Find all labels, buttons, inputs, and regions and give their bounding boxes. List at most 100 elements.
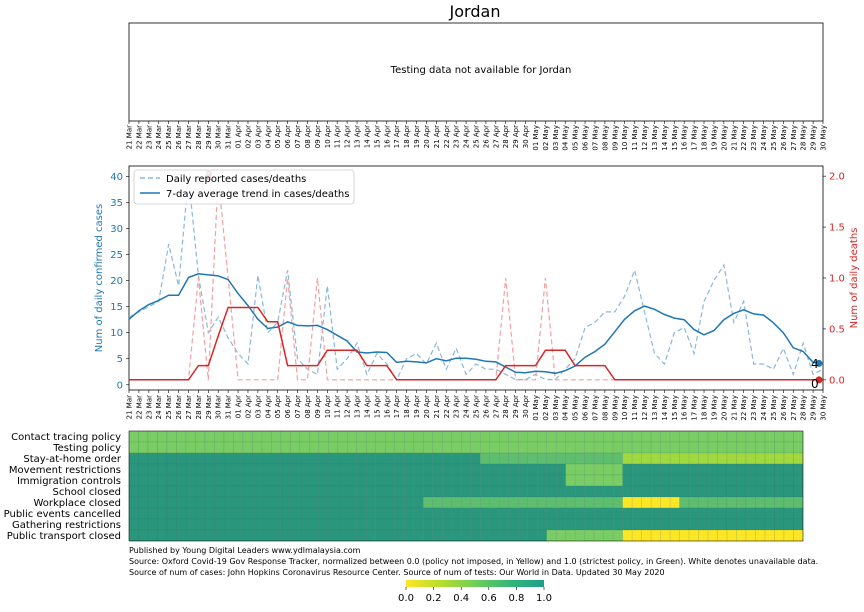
heatmap-cell	[518, 485, 528, 498]
top-date-label: 08 May	[601, 125, 609, 151]
heatmap-cell	[774, 496, 785, 509]
heatmap-cell	[442, 485, 452, 498]
bottom-date-label: 16 Apr	[383, 395, 391, 418]
heatmap-cell	[584, 452, 595, 465]
heatmap-cell	[612, 463, 623, 476]
top-date-label: 11 Apr	[334, 125, 342, 148]
heatmap-cell	[631, 507, 642, 520]
heatmap-cell	[328, 452, 339, 465]
heatmap-cell	[176, 518, 187, 531]
heatmap-cell	[669, 430, 680, 443]
heatmap-cell	[688, 474, 699, 487]
heatmap-cell	[290, 518, 301, 531]
heatmap-cell	[166, 430, 177, 443]
heatmap-cell	[555, 496, 566, 509]
heatmap-cell	[546, 496, 557, 509]
heatmap-cell	[489, 452, 500, 465]
cases-end-marker	[815, 359, 823, 367]
bottom-date-label: 20 Apr	[423, 395, 431, 418]
heatmap-cell	[394, 430, 405, 443]
top-date-label: 09 May	[611, 125, 619, 151]
top-date-label: 28 Apr	[502, 125, 510, 148]
heatmap-cell	[404, 463, 414, 476]
heatmap-cell	[214, 441, 225, 454]
bottom-date-label: 01 Apr	[235, 395, 243, 418]
heatmap-cell	[242, 518, 253, 531]
heatmap-cell	[537, 518, 547, 531]
heatmap-cell	[413, 529, 424, 542]
bottom-date-label: 20 May	[720, 395, 728, 421]
heatmap-cell	[688, 463, 699, 476]
top-date-label: 14 May	[661, 125, 669, 151]
top-date-label: 20 May	[720, 125, 728, 151]
heatmap-cell	[622, 441, 633, 454]
heatmap-cell	[138, 430, 149, 443]
heatmap-row-label: Workplace closed	[33, 498, 121, 509]
heatmap-cell	[631, 463, 642, 476]
heatmap-cell	[195, 529, 206, 542]
top-date-label: 13 Apr	[354, 125, 362, 148]
heatmap-row-label: Stay-at-home order	[23, 454, 121, 465]
heatmap-cell	[195, 430, 206, 443]
heatmap-cell	[233, 452, 244, 465]
heatmap-cell	[442, 507, 452, 520]
heatmap-cell	[451, 496, 462, 509]
bottom-date-label: 26 May	[780, 395, 788, 421]
top-date-label: 25 Apr	[473, 125, 481, 148]
heatmap-cell	[157, 507, 168, 520]
heatmap-cell	[299, 441, 310, 454]
heatmap-cell	[328, 430, 339, 443]
heatmap-cell	[442, 496, 452, 509]
heatmap-cell	[328, 474, 339, 487]
heatmap-cell	[774, 463, 785, 476]
heatmap-cell	[233, 485, 244, 498]
bottom-date-label: 15 Apr	[373, 395, 381, 418]
bottom-date-label: 12 Apr	[344, 395, 352, 418]
left-tick-label: 25	[110, 250, 123, 261]
heatmap-cell	[679, 518, 690, 531]
heatmap-cell	[347, 507, 358, 520]
heatmap-cell	[499, 463, 509, 476]
left-tick-label: 10	[110, 328, 123, 339]
heatmap-cell	[423, 496, 433, 509]
heatmap-cell	[612, 496, 623, 509]
heatmap-cell	[280, 441, 291, 454]
heatmap-cell	[518, 441, 528, 454]
heatmap-cell	[508, 474, 519, 487]
heatmap-cell	[527, 518, 538, 531]
heatmap-cell	[375, 507, 386, 520]
heatmap-cell	[185, 485, 196, 498]
heatmap-cell	[385, 474, 395, 487]
heatmap-cell	[565, 463, 576, 476]
heatmap-cell	[252, 529, 263, 542]
heatmap-cell	[309, 441, 320, 454]
heatmap-cell	[508, 507, 519, 520]
heatmap-cell	[176, 496, 187, 509]
heatmap-cell	[432, 430, 443, 443]
bottom-date-label: 14 Apr	[363, 395, 371, 418]
heatmap-cell	[271, 441, 282, 454]
heatmap-cell	[480, 485, 490, 498]
heatmap-cell	[128, 463, 139, 476]
heatmap-cell	[764, 441, 775, 454]
heatmap-cell	[271, 529, 282, 542]
bottom-date-label: 02 May	[542, 395, 550, 421]
bottom-date-label: 25 May	[770, 395, 778, 421]
heatmap-cell	[726, 474, 737, 487]
heatmap-cell	[214, 485, 225, 498]
heatmap-cell	[166, 496, 177, 509]
heatmap-cell	[793, 518, 804, 531]
heatmap-cell	[128, 485, 139, 498]
heatmap-cell	[650, 474, 661, 487]
heatmap-cell	[147, 507, 158, 520]
heatmap-cell	[328, 496, 339, 509]
heatmap-cell	[347, 496, 358, 509]
heatmap-cell	[318, 496, 329, 509]
series-line-deaths-trend	[129, 306, 823, 381]
heatmap-cell	[508, 430, 519, 443]
bottom-date-label: 21 May	[730, 395, 738, 421]
heatmap-cell	[698, 430, 709, 443]
bottom-date-label: 07 May	[591, 395, 599, 421]
heatmap-cell	[318, 463, 329, 476]
